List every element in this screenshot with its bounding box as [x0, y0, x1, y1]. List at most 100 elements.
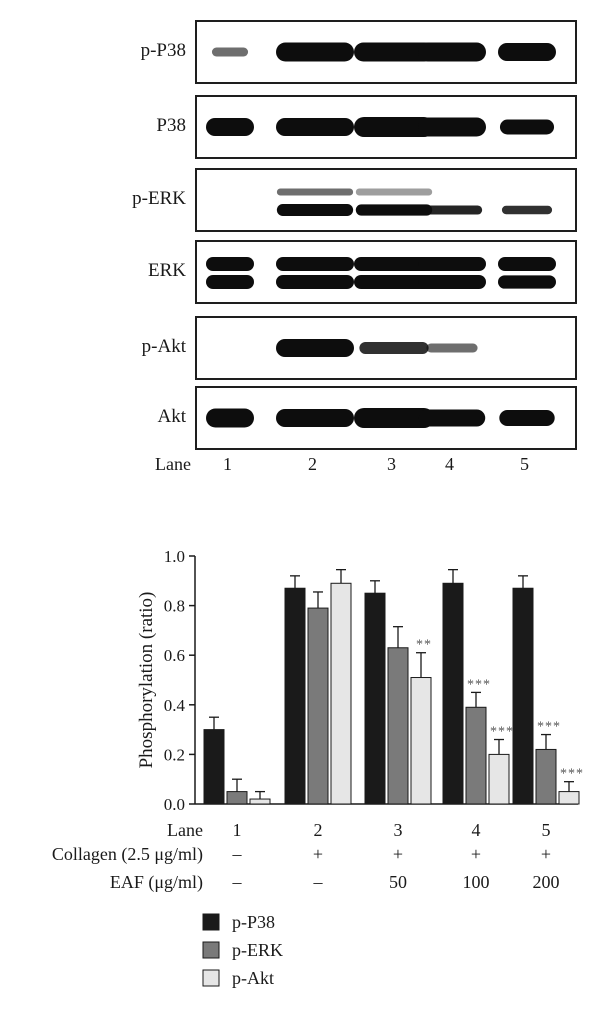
blot-band	[211, 47, 249, 57]
blot-band	[276, 339, 354, 357]
blot-panel	[195, 20, 577, 84]
significance-mark: ***	[490, 725, 514, 740]
blot-band	[276, 257, 354, 271]
blot-bands	[211, 42, 556, 62]
significance-mark: ***	[560, 767, 584, 782]
blot-band	[354, 117, 434, 137]
bar-p-akt	[558, 791, 580, 805]
blot-band	[206, 118, 254, 136]
blot-bands	[276, 188, 553, 216]
blot-band	[276, 188, 354, 196]
x-row-label: Lane	[167, 820, 203, 840]
bar-p-p38	[364, 592, 386, 805]
blot-band	[354, 257, 434, 271]
bar-p-akt	[330, 582, 352, 805]
bar-p-erk	[465, 706, 487, 805]
blot-panel	[195, 95, 577, 159]
bar-p-p38	[512, 587, 534, 805]
y-tick-label: 0.4	[164, 696, 186, 715]
blot-band	[354, 42, 434, 62]
blot-row-label: Akt	[157, 406, 187, 427]
blot-bands	[206, 408, 555, 428]
legend-label: p-P38	[232, 912, 275, 932]
blot-band	[418, 117, 486, 137]
blot-bands	[206, 257, 556, 289]
x-tick-label: 4	[472, 820, 481, 840]
significance-mark: ***	[537, 720, 561, 735]
x-tick-label: 2	[314, 820, 323, 840]
eaf-value: 100	[463, 872, 490, 892]
legend-swatch	[202, 969, 220, 987]
blot-band	[498, 43, 556, 61]
bar-p-akt	[488, 753, 510, 805]
x-row-label: Collagen (2.5 μg/ml)	[52, 844, 203, 865]
blot-band	[501, 205, 553, 215]
blot-band	[276, 275, 354, 289]
blot-band	[418, 275, 486, 289]
blot-lane-number: 2	[308, 454, 317, 474]
bar-p-erk	[307, 607, 329, 805]
y-tick-label: 1.0	[164, 547, 185, 566]
legend-swatch	[202, 913, 220, 931]
blot-band	[206, 408, 254, 428]
blot-bands	[276, 339, 478, 357]
blot-lane-number: 1	[223, 454, 232, 474]
legend-label: p-Akt	[232, 968, 274, 988]
x-tick-label: 3	[394, 820, 403, 840]
legend-swatch	[202, 941, 220, 959]
bar-p-akt	[249, 798, 271, 805]
blot-band	[354, 275, 434, 289]
blot-band	[276, 42, 354, 62]
blot-row-label: p-ERK	[132, 188, 186, 209]
blot-band	[355, 204, 433, 216]
blot-band	[276, 409, 354, 427]
blot-band	[418, 42, 486, 62]
eaf-value: –	[313, 872, 324, 892]
blot-lane-number: 4	[445, 454, 454, 474]
y-axis-label: Phosphorylation (ratio)	[136, 592, 157, 769]
collagen-value: +	[541, 844, 551, 864]
blot-band	[498, 257, 556, 271]
bar-p-akt	[410, 677, 432, 805]
blot-band	[499, 119, 555, 135]
blot-bands	[206, 117, 555, 137]
blot-band	[276, 204, 354, 216]
eaf-value: 200	[533, 872, 560, 892]
blot-row-label: p-Akt	[141, 336, 186, 357]
blot-band	[418, 409, 486, 427]
bar-p-erk	[387, 647, 409, 805]
eaf-value: 50	[389, 872, 407, 892]
blot-band	[426, 343, 478, 353]
bar-p-p38	[284, 587, 306, 805]
blot-lane-number: 3	[387, 454, 396, 474]
bar-p-erk	[535, 748, 557, 805]
bar-p-erk	[226, 791, 248, 805]
blot-row-label: P38	[156, 115, 186, 136]
bar-p-p38	[203, 729, 225, 805]
blot-band	[206, 257, 254, 271]
blot-row-label: ERK	[148, 260, 186, 281]
blot-panel	[195, 316, 577, 380]
collagen-value: +	[313, 844, 323, 864]
significance-mark: ***	[467, 677, 491, 692]
blot-band	[499, 410, 555, 426]
eaf-value: –	[232, 872, 243, 892]
blot-band	[276, 118, 354, 136]
blot-band	[418, 257, 486, 271]
blot-band	[354, 408, 434, 428]
x-tick-label: 1	[233, 820, 242, 840]
x-row-label: EAF (μg/ml)	[110, 872, 203, 893]
y-tick-label: 0.0	[164, 795, 185, 814]
x-tick-label: 5	[542, 820, 551, 840]
significance-mark: **	[416, 638, 432, 653]
y-tick-label: 0.6	[164, 646, 185, 665]
blot-row-label: p-P38	[140, 40, 186, 61]
blot-lane-number: 5	[520, 454, 529, 474]
blot-band	[206, 275, 254, 289]
bar-p-p38	[442, 582, 464, 805]
y-tick-label: 0.8	[164, 597, 185, 616]
blot-panel	[195, 240, 577, 304]
blot-band	[359, 342, 429, 354]
